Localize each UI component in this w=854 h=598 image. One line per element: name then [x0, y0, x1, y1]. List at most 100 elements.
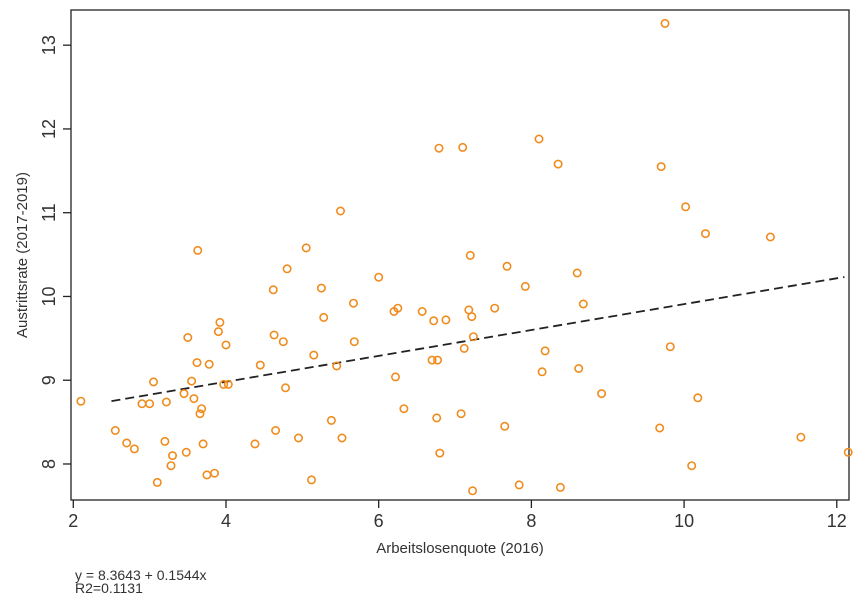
- data-point: [514, 480, 524, 490]
- data-point: [309, 350, 319, 360]
- r-squared-label: R2=0.1131: [75, 580, 143, 596]
- data-point: [161, 397, 171, 407]
- data-point: [179, 389, 189, 399]
- data-point: [198, 439, 208, 449]
- data-point: [427, 355, 437, 365]
- y-tick-label: 8: [39, 459, 59, 469]
- data-point: [137, 399, 147, 409]
- data-point: [301, 243, 311, 253]
- data-point: [500, 421, 510, 431]
- data-point: [374, 272, 384, 282]
- data-point: [181, 447, 191, 457]
- data-point: [520, 281, 530, 291]
- data-point: [271, 425, 281, 435]
- data-point: [468, 486, 478, 496]
- data-point: [192, 358, 202, 368]
- data-point: [553, 159, 563, 169]
- data-point: [122, 438, 132, 448]
- data-point: [555, 482, 565, 492]
- y-tick-label: 10: [39, 286, 59, 306]
- data-point: [432, 413, 442, 423]
- data-point: [223, 379, 233, 389]
- data-point: [160, 436, 170, 446]
- data-point: [765, 232, 775, 242]
- data-point: [187, 376, 197, 386]
- data-point: [193, 245, 203, 255]
- data-point: [145, 399, 155, 409]
- data-point: [434, 143, 444, 153]
- y-tick-label: 11: [39, 203, 59, 222]
- data-point: [189, 394, 199, 404]
- data-point: [204, 359, 214, 369]
- points-group: [76, 18, 853, 496]
- data-point: [332, 361, 342, 371]
- data-point: [278, 337, 288, 347]
- data-point: [348, 298, 358, 308]
- data-point: [537, 367, 547, 377]
- data-point: [280, 383, 290, 393]
- data-point: [293, 433, 303, 443]
- data-point: [210, 468, 220, 478]
- data-point: [390, 372, 400, 382]
- data-point: [597, 389, 607, 399]
- data-point: [282, 264, 292, 274]
- data-point: [269, 330, 279, 340]
- data-point: [540, 346, 550, 356]
- data-point: [166, 461, 176, 471]
- x-tick-label: 12: [827, 511, 847, 531]
- data-point: [458, 142, 468, 152]
- data-point: [319, 312, 329, 322]
- data-point: [700, 229, 710, 239]
- x-axis: 2 4 6 8 10 12: [68, 500, 847, 531]
- data-point: [255, 360, 265, 370]
- data-point: [149, 377, 159, 387]
- data-point: [349, 337, 359, 347]
- y-tick-label: 9: [39, 375, 59, 385]
- data-point: [655, 423, 665, 433]
- data-point: [417, 306, 427, 316]
- data-point: [796, 432, 806, 442]
- data-point: [195, 409, 205, 419]
- y-axis-title: Austrittsrate (2017-2019): [14, 172, 31, 338]
- data-point: [441, 315, 451, 325]
- data-point: [202, 470, 212, 480]
- data-point: [215, 317, 225, 327]
- x-tick-label: 8: [526, 511, 536, 531]
- data-point: [693, 393, 703, 403]
- data-point: [534, 134, 544, 144]
- data-point: [219, 379, 229, 389]
- data-point: [843, 447, 853, 457]
- data-point: [268, 285, 278, 295]
- data-point: [665, 342, 675, 352]
- fit-line: [111, 276, 845, 403]
- data-point: [197, 404, 207, 414]
- regression-equation: y = 8.3643 + 0.1544x: [75, 567, 207, 583]
- data-point: [316, 283, 326, 293]
- x-tick-label: 10: [674, 511, 694, 531]
- data-point: [429, 316, 439, 326]
- data-point: [467, 312, 477, 322]
- x-tick-label: 4: [221, 511, 231, 531]
- data-point: [574, 363, 584, 373]
- x-axis-title: Arbeitslosenquote (2016): [376, 540, 544, 557]
- data-point: [399, 404, 409, 414]
- data-point: [456, 409, 466, 419]
- data-point: [183, 332, 193, 342]
- plot-frame: [70, 9, 850, 501]
- data-point: [578, 299, 588, 309]
- data-point: [110, 425, 120, 435]
- data-point: [393, 303, 403, 313]
- y-tick-label: 13: [39, 35, 59, 55]
- data-point: [656, 162, 666, 172]
- x-tick-label: 6: [374, 511, 384, 531]
- data-point: [681, 202, 691, 212]
- data-point: [660, 18, 670, 28]
- data-point: [250, 439, 260, 449]
- data-point: [337, 433, 347, 443]
- data-point: [468, 332, 478, 342]
- data-point: [152, 477, 162, 487]
- data-point: [168, 451, 178, 461]
- data-point: [687, 461, 697, 471]
- data-point: [326, 415, 336, 425]
- data-point: [129, 444, 139, 454]
